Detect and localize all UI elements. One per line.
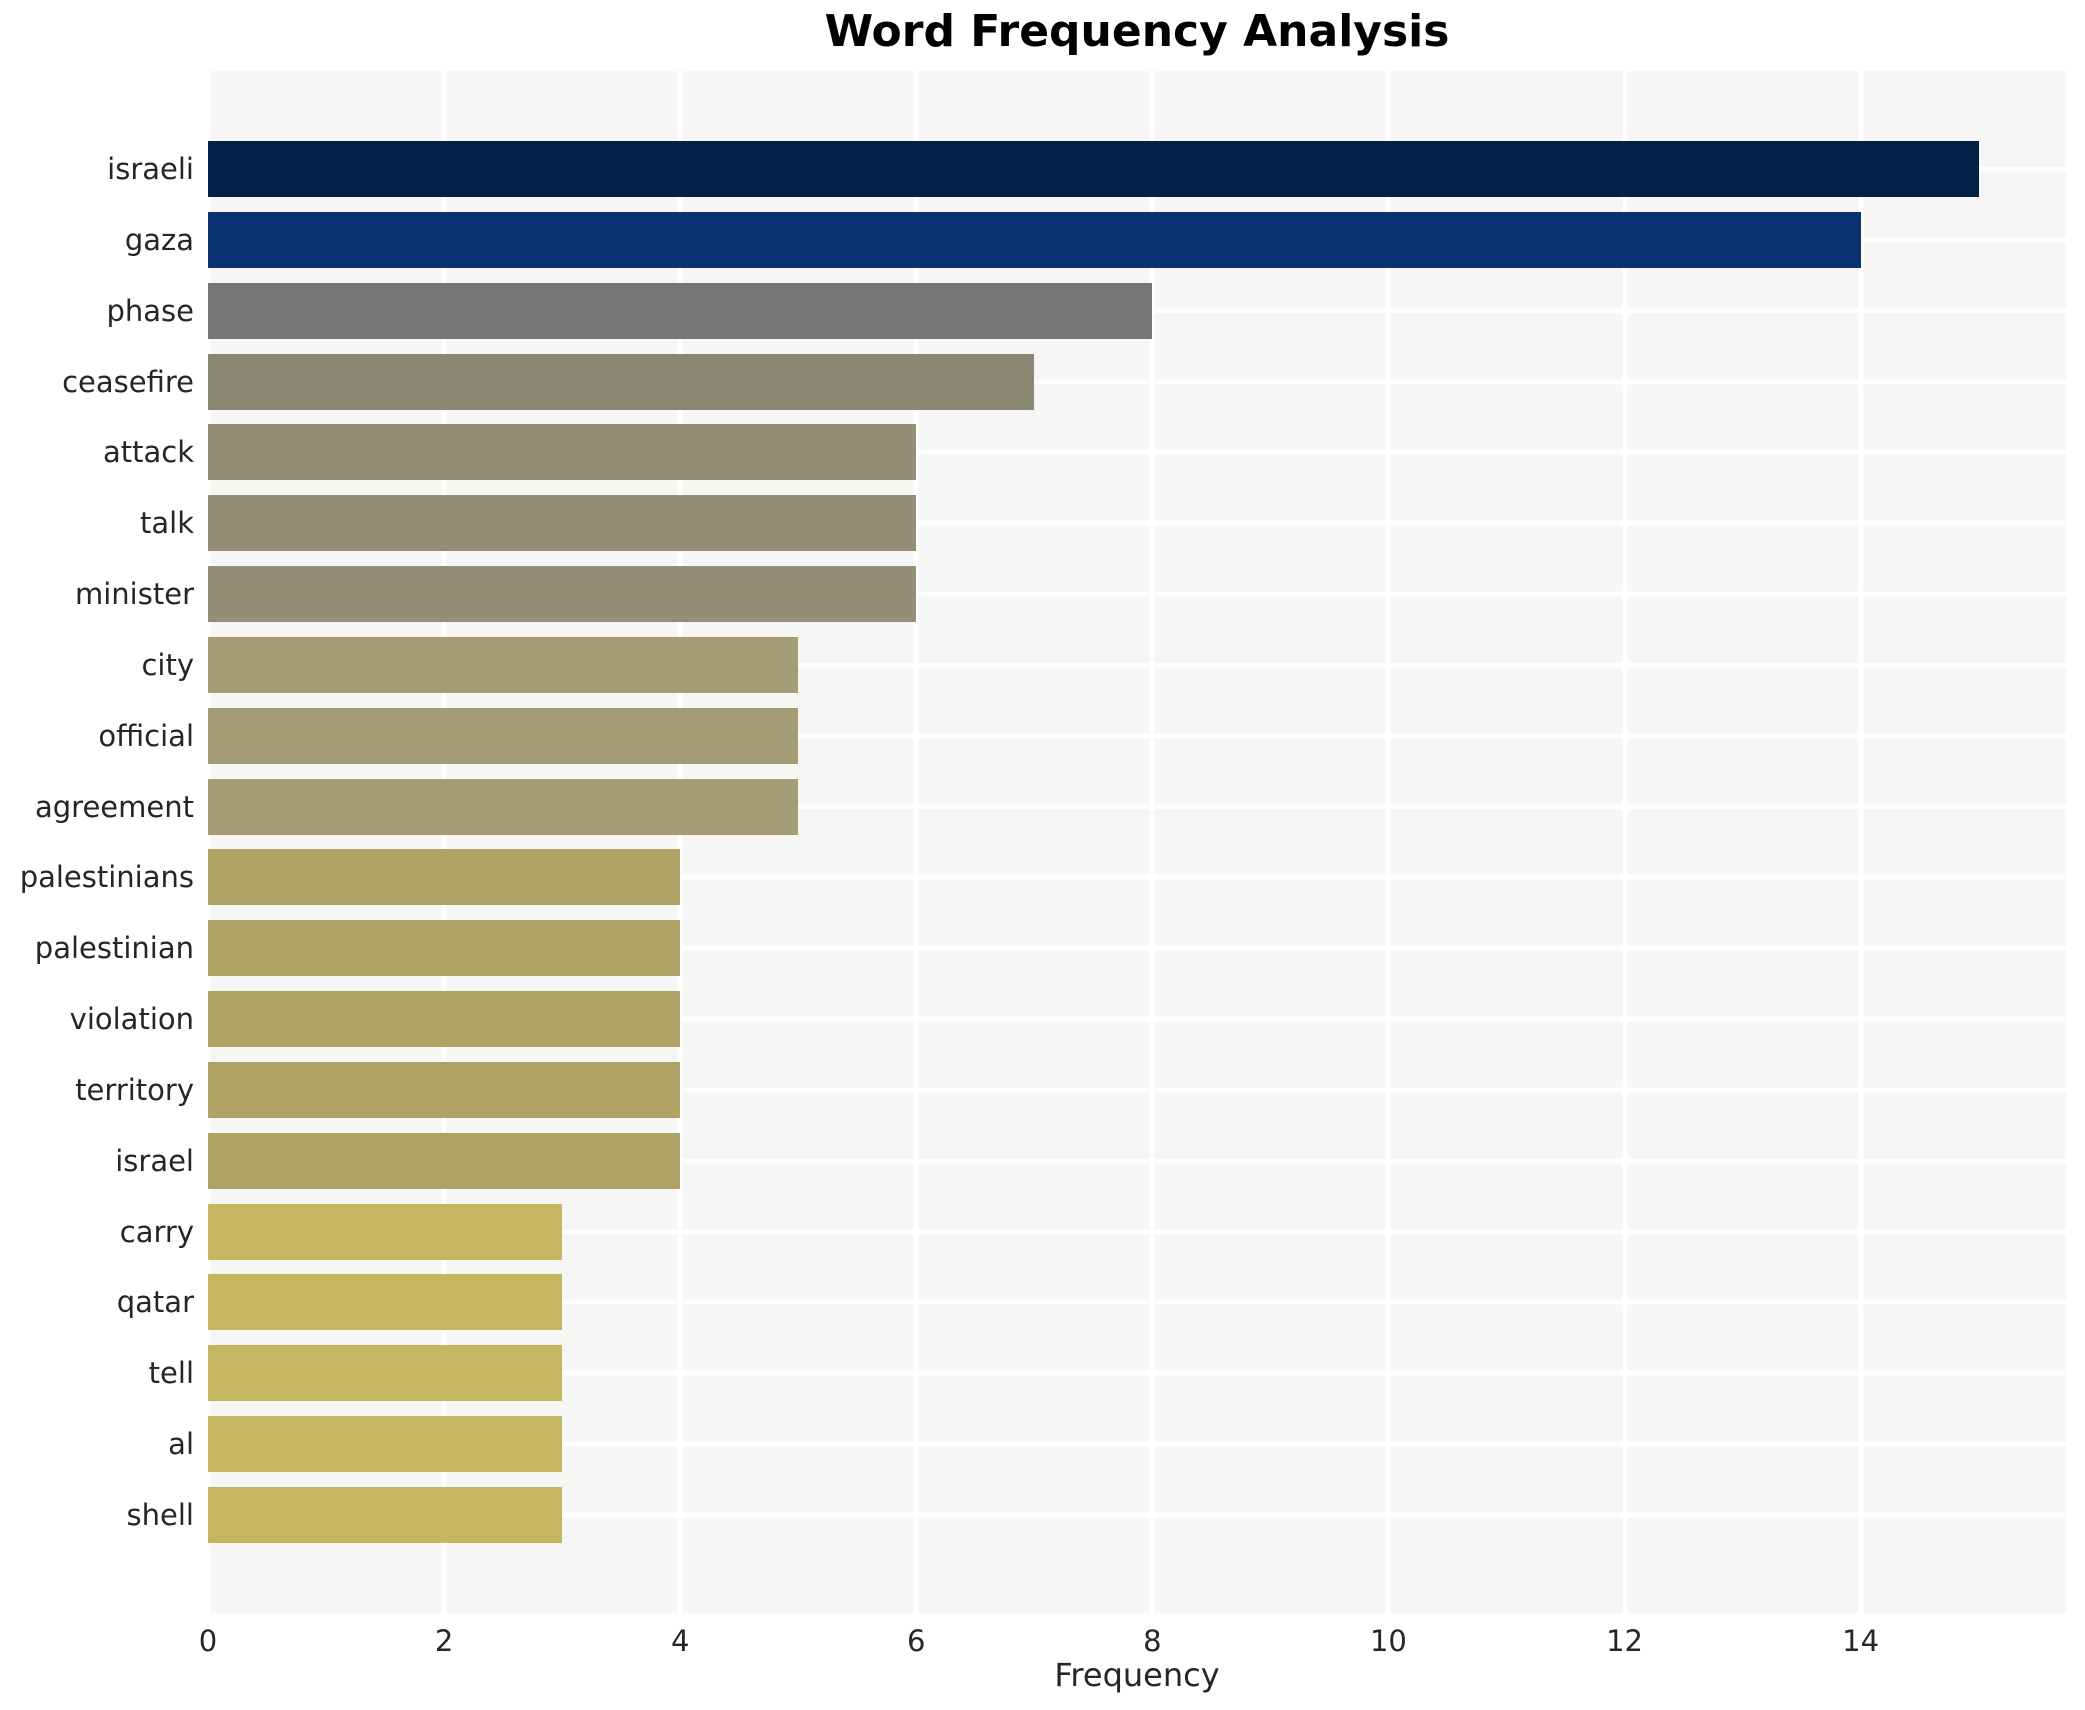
bar-violation xyxy=(208,991,681,1048)
y-axis-label-city: city xyxy=(141,647,194,682)
gridline-horizontal xyxy=(208,662,2066,668)
x-axis-title: Frequency xyxy=(1054,1656,1220,1694)
y-axis-label-official: official xyxy=(98,718,194,753)
gridline-vertical xyxy=(677,71,683,1613)
bar-agreement xyxy=(208,778,799,835)
gridline-horizontal xyxy=(208,449,2066,455)
bar-carry xyxy=(208,1203,563,1260)
gridline-horizontal xyxy=(208,379,2066,385)
x-axis-tick-4: 4 xyxy=(670,1624,690,1658)
x-axis-tick-12: 12 xyxy=(1606,1624,1643,1658)
y-axis-label-palestinians: palestinians xyxy=(19,860,194,895)
gridline-horizontal xyxy=(208,520,2066,526)
gridline-vertical xyxy=(1149,71,1155,1613)
bar-shell xyxy=(208,1487,563,1543)
gridline-horizontal xyxy=(208,1299,2066,1305)
bar-qatar xyxy=(208,1274,563,1331)
y-axis-label-territory: territory xyxy=(75,1072,194,1107)
x-axis: 0 2 4 6 8 10 12 14 xyxy=(0,1621,2085,1661)
bar-city xyxy=(208,636,799,693)
gridline-horizontal xyxy=(208,1512,2066,1518)
x-axis-tick-8: 8 xyxy=(1143,1624,1162,1658)
y-axis-label-gaza: gaza xyxy=(124,222,194,257)
gridline-horizontal xyxy=(208,1016,2066,1022)
gridline-horizontal xyxy=(208,733,2066,739)
y-axis-label-al: al xyxy=(168,1427,194,1462)
chart-title: Word Frequency Analysis xyxy=(824,6,1450,57)
bar-israel xyxy=(208,1132,681,1189)
x-axis-tick-14: 14 xyxy=(1842,1624,1880,1658)
y-axis-label-phase: phase xyxy=(106,293,194,328)
y-axis-label-palestinian: palestinian xyxy=(34,931,194,966)
y-axis-label-shell: shell xyxy=(126,1498,194,1532)
y-axis-label-israel: israel xyxy=(115,1143,194,1178)
plot-area xyxy=(205,71,2066,1613)
bar-talk xyxy=(208,495,917,552)
gridline-horizontal xyxy=(208,874,2066,880)
y-axis-label-ceasefire: ceasefire xyxy=(62,364,194,399)
y-axis-label-agreement: agreement xyxy=(35,789,194,824)
bar-israeli xyxy=(208,141,1979,197)
gridline-horizontal xyxy=(208,1229,2066,1235)
gridline-vertical xyxy=(1858,71,1864,1613)
y-axis: israeli gaza phase ceasefire attack talk minis… xyxy=(0,71,194,1613)
gridline-vertical xyxy=(441,71,447,1613)
bar-ceasefire xyxy=(208,353,1035,410)
bar-official xyxy=(208,707,799,764)
y-axis-label-violation: violation xyxy=(69,1002,194,1037)
bar-minister xyxy=(208,566,917,623)
gridline-horizontal xyxy=(208,1370,2066,1376)
y-axis-label-talk: talk xyxy=(140,506,194,541)
gridline-vertical xyxy=(1622,71,1628,1613)
bar-palestinian xyxy=(208,920,681,977)
bar-palestinians xyxy=(208,849,681,906)
y-axis-label-carry: carry xyxy=(119,1214,194,1249)
gridline-vertical xyxy=(205,71,211,1613)
x-axis-tick-2: 2 xyxy=(434,1624,454,1658)
gridline-horizontal xyxy=(208,804,2066,810)
x-axis-tick-6: 6 xyxy=(907,1624,926,1658)
y-axis-label-attack: attack xyxy=(102,435,194,470)
gridline-vertical xyxy=(913,71,919,1613)
gridline-vertical xyxy=(1385,71,1391,1613)
bar-tell xyxy=(208,1345,563,1402)
bar-phase xyxy=(208,282,1153,339)
gridline-horizontal xyxy=(208,1087,2066,1093)
y-axis-label-qatar: qatar xyxy=(116,1285,194,1320)
gridline-horizontal xyxy=(208,1441,2066,1447)
y-axis-label-minister: minister xyxy=(75,577,194,612)
gridline-horizontal xyxy=(208,1158,2066,1164)
bar-territory xyxy=(208,1061,681,1118)
gridline-horizontal xyxy=(208,591,2066,597)
x-axis-tick-0: 0 xyxy=(198,1624,218,1658)
bar-attack xyxy=(208,424,917,481)
bar-al xyxy=(208,1416,563,1473)
x-axis-tick-10: 10 xyxy=(1369,1624,1407,1658)
y-axis-label-israeli: israeli xyxy=(107,152,194,186)
gridline-horizontal xyxy=(208,945,2066,951)
bar-gaza xyxy=(208,211,1861,268)
y-axis-label-tell: tell xyxy=(148,1356,194,1391)
